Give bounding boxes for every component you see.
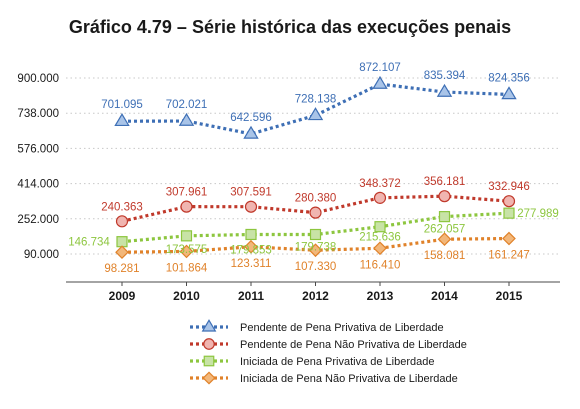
legend: Pendente de Pena Privativa de Liberdade P… (190, 319, 467, 385)
data-point (374, 221, 386, 233)
series-group (114, 75, 517, 260)
x-tick-label: 2015 (496, 289, 523, 303)
data-point (180, 200, 193, 213)
series-3 (116, 207, 515, 248)
data-point (115, 215, 129, 228)
data-label: 158.081 (424, 250, 466, 262)
data-label: 824.356 (488, 72, 530, 84)
data-point (115, 245, 129, 260)
x-tick-label: 2012 (302, 289, 329, 303)
data-point (437, 232, 452, 247)
x-tick-label: 2014 (431, 289, 458, 303)
data-label: 98.281 (104, 263, 139, 275)
y-tick-label: 738.000 (17, 108, 59, 120)
legend-label: Pendente de Pena Privativa de Liberdade (240, 322, 444, 334)
legend-item: Pendente de Pena Não Privativa de Liberd… (190, 338, 467, 351)
legend-label: Iniciada de Pena Privativa de Liberdade (240, 356, 434, 368)
grid (66, 77, 560, 255)
data-point (502, 195, 516, 208)
legend-item: Iniciada de Pena Privativa de Liberdade (190, 355, 434, 368)
data-point (309, 206, 322, 219)
legend-marker (201, 319, 217, 332)
data-label: 215.636 (359, 232, 401, 244)
data-point (180, 230, 193, 242)
data-label: 728.138 (295, 93, 337, 105)
data-point (308, 243, 323, 258)
legend-item: Pendente de Pena Privativa de Liberdade (190, 319, 444, 334)
data-point (438, 211, 451, 223)
series-4 (115, 231, 516, 260)
y-tick-label: 414.000 (17, 179, 59, 191)
data-label: 702.021 (166, 99, 208, 111)
data-label: 161.247 (488, 250, 530, 262)
data-label: 872.107 (359, 62, 401, 74)
x-tick-label: 2009 (109, 289, 136, 303)
data-label: 348.372 (359, 178, 401, 190)
data-label: 307.961 (166, 187, 208, 199)
data-point (373, 241, 387, 256)
x-tick-label: 2011 (238, 289, 264, 303)
data-point (244, 239, 258, 254)
data-labels: 701.095 702.021 642.596 728.138 872.107 835.3… (68, 62, 559, 275)
legend-label: Iniciada de Pena Não Privativa de Liberd… (240, 373, 458, 385)
data-label: 307.591 (230, 187, 272, 199)
data-label: 642.596 (230, 112, 272, 124)
axes: 90.000 252.000 414.000 576.000 738.000 900.00… (17, 73, 560, 303)
data-label: 277.989 (517, 208, 559, 220)
y-tick-label: 252.000 (17, 214, 59, 226)
data-point (309, 228, 322, 241)
data-point (244, 200, 258, 213)
data-point (373, 191, 387, 204)
data-label: 116.410 (360, 259, 401, 271)
chart-title: Gráfico 4.79 – Série histórica das execu… (69, 17, 511, 37)
data-point (245, 228, 257, 241)
data-label: 262.057 (424, 224, 466, 236)
data-point (502, 231, 516, 246)
legend-marker (202, 371, 216, 385)
data-label: 280.380 (295, 193, 337, 205)
legend-item: Iniciada de Pena Não Privativa de Liberd… (190, 371, 458, 385)
data-label: 701.095 (101, 99, 143, 111)
y-tick-label: 576.000 (17, 143, 59, 155)
series-2 (115, 190, 516, 228)
series-1 (114, 75, 517, 139)
x-tick-label: 2013 (367, 289, 394, 303)
data-label: 179.738 (295, 242, 337, 254)
x-tick-label: 2010 (173, 289, 200, 303)
data-point (243, 125, 259, 139)
data-point (503, 207, 515, 219)
legend-marker (203, 338, 215, 350)
data-label: 173.575 (166, 244, 208, 256)
y-tick-label: 90.000 (24, 249, 59, 261)
data-label: 356.181 (424, 176, 466, 188)
data-label: 332.946 (488, 181, 530, 193)
legend-marker (203, 355, 215, 367)
data-point (436, 83, 453, 97)
data-point (438, 190, 451, 203)
data-point (179, 244, 194, 259)
data-label: 240.363 (101, 201, 143, 213)
data-point (501, 86, 517, 100)
data-label: 179.853 (230, 244, 272, 256)
data-point (307, 107, 324, 121)
data-point (116, 236, 128, 248)
legend-label: Pendente de Pena Não Privativa de Liberd… (240, 339, 467, 351)
y-tick-label: 900.000 (17, 73, 59, 85)
data-label: 101.864 (166, 262, 208, 274)
data-label: 835.394 (424, 70, 466, 82)
data-point (114, 113, 130, 127)
data-label: 123.311 (231, 258, 272, 270)
data-label: 146.734 (68, 237, 110, 249)
data-point (178, 112, 195, 126)
data-label: 107.330 (295, 261, 337, 273)
data-point (372, 75, 388, 89)
